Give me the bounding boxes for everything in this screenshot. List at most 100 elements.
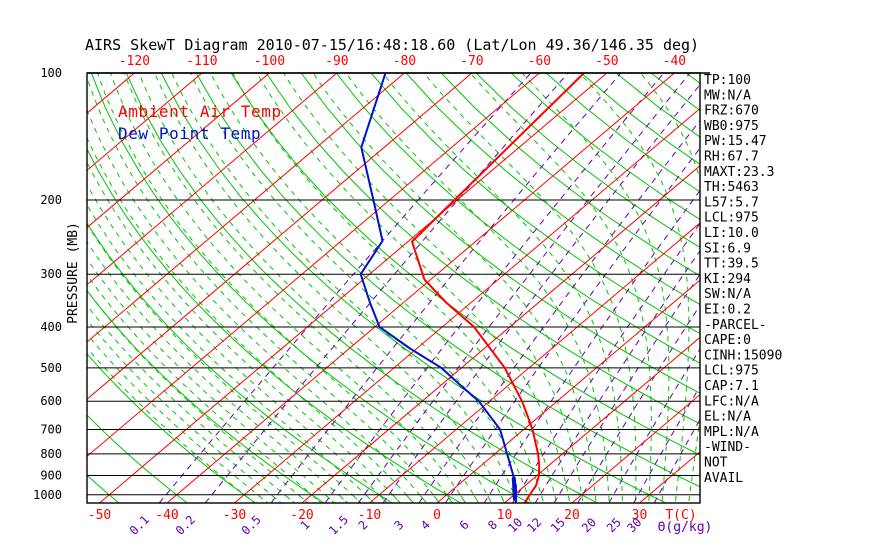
isotherm-line — [87, 73, 473, 400]
chart-title: AIRS SkewT Diagram 2010-07-15/16:48:18.6… — [85, 36, 699, 54]
dry-adiabat-line — [87, 222, 393, 503]
top-temp-tick-label: -90 — [325, 54, 348, 69]
stat-item: L57:5.7 — [704, 195, 759, 210]
isotherm-line — [87, 73, 540, 458]
isotherm-line — [87, 73, 270, 229]
stat-item: TH:5463 — [704, 180, 759, 195]
moist-adiabat-line — [97, 73, 454, 503]
isotherm-line — [436, 279, 700, 503]
surface-layer-line — [511, 476, 517, 501]
stat-item: SI:6.9 — [704, 241, 751, 256]
grid-layer — [0, 73, 700, 503]
moist-adiabat-line — [171, 73, 519, 503]
mixing-ratio-tick-label: 12 — [524, 515, 544, 535]
mixing-ratio-line — [512, 222, 700, 503]
stat-item: -WIND- — [704, 440, 751, 455]
mixing-ratio-line — [270, 73, 622, 503]
mixing-ratio-tick-label: 25 — [604, 515, 624, 535]
legend-ambient-label: Ambient Air Temp — [118, 102, 282, 121]
mixing-ratio-tick-label: 0.1 — [127, 513, 152, 538]
stat-item: RH:67.7 — [704, 150, 759, 165]
mixing-ratio-tick-label: 20 — [579, 515, 599, 535]
stat-item: MW:N/A — [704, 88, 751, 103]
top-temp-tick-label: -60 — [528, 54, 551, 69]
stat-item: MPL:N/A — [704, 425, 759, 440]
pressure-tick-label: 600 — [40, 394, 62, 408]
pressure-tick-label: 700 — [40, 422, 62, 436]
dry-adiabat-line — [195, 73, 700, 488]
dry-adiabat-line — [125, 73, 598, 503]
bottom-temp-tick-label: -30 — [223, 508, 246, 523]
moist-adiabat-line — [189, 73, 532, 503]
moist-adiabat-line — [87, 258, 336, 503]
temp-profile-line — [411, 73, 585, 503]
mixing-ratio-line — [553, 273, 700, 503]
dry-adiabat-line — [0, 73, 51, 503]
stat-item: AVAIL — [704, 471, 743, 486]
stat-item: LCL:975 — [704, 364, 759, 379]
mixing-unit-label: Θ(g/kg) — [658, 520, 713, 535]
moist-adiabat-line — [423, 73, 637, 503]
moist-adiabat-line — [154, 73, 506, 503]
mixing-ratio-line — [357, 73, 691, 503]
moist-adiabat-line — [283, 73, 584, 503]
moist-adiabat-line — [312, 73, 597, 503]
moist-adiabat-line — [256, 73, 571, 503]
bottom-temp-tick-label: -40 — [155, 508, 178, 523]
stat-item: PW:15.47 — [704, 134, 767, 149]
moist-adiabat-line — [87, 274, 323, 503]
dry-adiabat-line — [300, 73, 700, 394]
isotherm-line — [0, 73, 67, 503]
dry-adiabat-line — [87, 353, 256, 503]
isotherm-line — [571, 393, 700, 503]
pressure-axis-label: PRESSURE (MB) — [66, 222, 81, 324]
moist-adiabat-line — [87, 75, 441, 503]
top-temp-tick-label: -40 — [663, 54, 686, 69]
top-temp-tick-label: -120 — [119, 54, 150, 69]
pressure-tick-label: 400 — [40, 320, 62, 334]
mixing-ratio-line — [633, 385, 700, 503]
mixing-ratio-line — [608, 348, 700, 503]
mixing-ratio-line — [534, 249, 700, 503]
top-temp-tick-label: -70 — [460, 54, 483, 69]
dry-adiabat-line — [87, 414, 188, 503]
moist-adiabat-line — [382, 73, 623, 503]
mixing-ratio-line — [444, 147, 700, 503]
top-temp-tick-label: -80 — [393, 54, 416, 69]
isotherm-line — [166, 73, 675, 503]
stat-item: TP:100 — [704, 73, 751, 88]
moist-adiabat-line — [87, 289, 309, 503]
moist-adiabat-line — [87, 204, 375, 503]
pressure-tick-label: 1000 — [33, 488, 62, 502]
bottom-temp-tick-label: -20 — [290, 508, 313, 523]
dry-adiabat-line — [405, 73, 700, 306]
isotherm-line — [87, 73, 203, 172]
isotherm-line — [87, 73, 338, 286]
mixing-ratio-line — [418, 119, 700, 503]
top-temp-tick-label: -110 — [186, 54, 217, 69]
moist-adiabat-line — [87, 304, 296, 503]
stat-item: SW:N/A — [704, 287, 751, 302]
pressure-tick-label: 300 — [40, 267, 62, 281]
moist-adiabat-line — [123, 73, 480, 503]
bottom-temp-tick-label: -50 — [88, 508, 111, 523]
stat-item: MAXT:23.3 — [704, 165, 774, 180]
top-temp-tick-label: -100 — [254, 54, 285, 69]
mixing-ratio-line — [204, 73, 569, 503]
mixing-ratio-tick-label: 3 — [392, 518, 407, 533]
dry-adiabat-line — [335, 73, 700, 364]
dry-adiabat-line — [87, 289, 325, 503]
isotherm-line — [234, 107, 700, 503]
moist-adiabat-line — [87, 161, 402, 503]
moist-adiabat-line — [87, 183, 388, 503]
isotherm-line — [87, 73, 405, 343]
bottom-temp-tick-label: -10 — [358, 508, 381, 523]
dry-adiabat-line — [90, 73, 530, 503]
dry-adiabat-line — [87, 474, 120, 503]
stat-item: CAPE:0 — [704, 333, 751, 348]
mixing-ratio-line — [324, 73, 665, 503]
stat-item: LFC:N/A — [704, 394, 759, 409]
mixing-ratio-line — [577, 304, 700, 503]
